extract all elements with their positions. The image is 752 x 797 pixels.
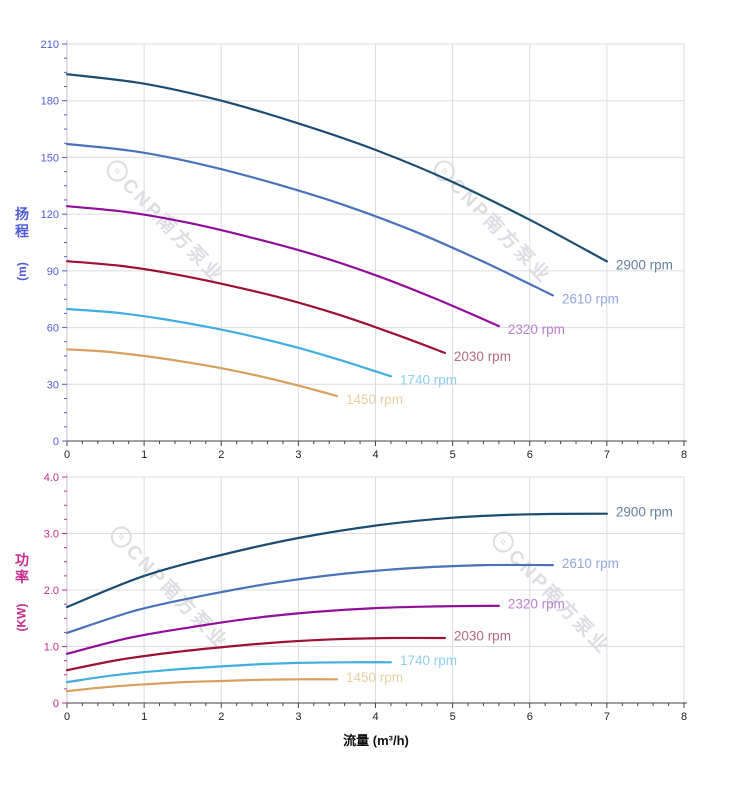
power-y-axis-title: 功 率 (KW): [11, 552, 33, 640]
power-y-axis-title-char: 功: [15, 552, 29, 568]
power-chart-curve-label-2320rpm: 2320 rpm: [508, 597, 565, 612]
head-chart-curve-1740rpm: [65, 307, 392, 378]
y-tick-label: 0: [53, 436, 59, 448]
y-tick-label: 3.0: [44, 529, 59, 541]
x-tick-label: 0: [64, 449, 70, 461]
head-chart-curve-1450rpm: [65, 348, 338, 398]
head-chart-curve-2900rpm: [65, 73, 608, 263]
y-tick-label: 180: [41, 96, 59, 108]
x-tick-label: 1: [141, 711, 147, 723]
head-y-axis-title: 扬 程 (m): [11, 206, 33, 294]
x-tick-label: 0: [64, 711, 70, 723]
x-tick-label: 2: [218, 449, 224, 461]
x-tick-label: 5: [450, 449, 456, 461]
x-tick-label: 8: [681, 449, 687, 461]
power-chart-curve-label-2610rpm: 2610 rpm: [562, 556, 619, 571]
x-tick-label: 4: [372, 711, 378, 723]
x-tick-label: 7: [604, 711, 610, 723]
y-tick-label: 4.0: [44, 472, 59, 484]
power-chart-curve-1450rpm: [65, 678, 338, 693]
power-chart: 0 1 2 3 4 5 6 7 8 0 1.0 2.0 3.0 4.0 2900 rpm 2610 rpm 23…: [44, 472, 687, 723]
power-y-axis-unit: (KW): [14, 603, 29, 631]
head-chart-curve-label-2900rpm: 2900 rpm: [616, 257, 673, 272]
x-tick-label: 3: [295, 449, 301, 461]
power-chart-curve-label-1740rpm: 1740 rpm: [400, 653, 457, 668]
head-y-axis-title-char: 扬: [15, 206, 29, 222]
head-chart-curve-2030rpm: [65, 260, 446, 354]
head-chart-curve-label-2030rpm: 2030 rpm: [454, 349, 511, 364]
x-tick-label: 7: [604, 449, 610, 461]
x-tick-label: 3: [295, 711, 301, 723]
power-chart-curve-label-1450rpm: 1450 rpm: [346, 670, 403, 685]
power-chart-curve-2320rpm: [65, 604, 500, 655]
head-chart-curve-label-2320rpm: 2320 rpm: [508, 322, 565, 337]
y-tick-label: 60: [47, 323, 59, 335]
x-tick-label: 2: [218, 711, 224, 723]
y-tick-label: 90: [47, 266, 59, 278]
power-chart-curve-2610rpm: [65, 563, 554, 634]
y-tick-label: 2.0: [44, 585, 59, 597]
power-y-axis-title-char: 率: [15, 569, 29, 585]
x-tick-label: 1: [141, 449, 147, 461]
y-tick-label: 150: [41, 152, 59, 164]
x-tick-label: 5: [450, 711, 456, 723]
x-tick-label: 4: [372, 449, 378, 461]
y-tick-label: 0: [53, 698, 59, 710]
x-tick-label: 6: [527, 711, 533, 723]
power-chart-curve-2900rpm: [65, 512, 608, 609]
y-tick-label: 1.0: [44, 642, 59, 654]
power-chart-curve-1740rpm: [65, 661, 392, 684]
head-y-axis-title-char: 程: [15, 223, 29, 239]
y-tick-label: 210: [41, 39, 59, 51]
head-chart: 0 1 2 3 4 5 6 7 8 0 30 60 90 120 150 180 210 2900 rpm 2610…: [41, 39, 687, 461]
head-chart-curve-label-2610rpm: 2610 rpm: [562, 291, 619, 306]
y-tick-label: 120: [41, 209, 59, 221]
head-y-axis-unit: (m): [14, 261, 29, 281]
head-chart-curve-2610rpm: [65, 142, 554, 297]
head-chart-curve-2320rpm: [65, 205, 500, 328]
power-chart-curve-2030rpm: [65, 636, 446, 672]
x-tick-label: 8: [681, 711, 687, 723]
power-chart-curve-label-2900rpm: 2900 rpm: [616, 504, 673, 519]
head-chart-curve-label-1740rpm: 1740 rpm: [400, 372, 457, 387]
head-chart-curve-label-1450rpm: 1450 rpm: [346, 392, 403, 407]
x-axis-title: 流量 (m³/h): [343, 733, 409, 748]
x-tick-label: 6: [527, 449, 533, 461]
power-chart-curve-label-2030rpm: 2030 rpm: [454, 629, 511, 644]
y-tick-label: 30: [47, 379, 59, 391]
